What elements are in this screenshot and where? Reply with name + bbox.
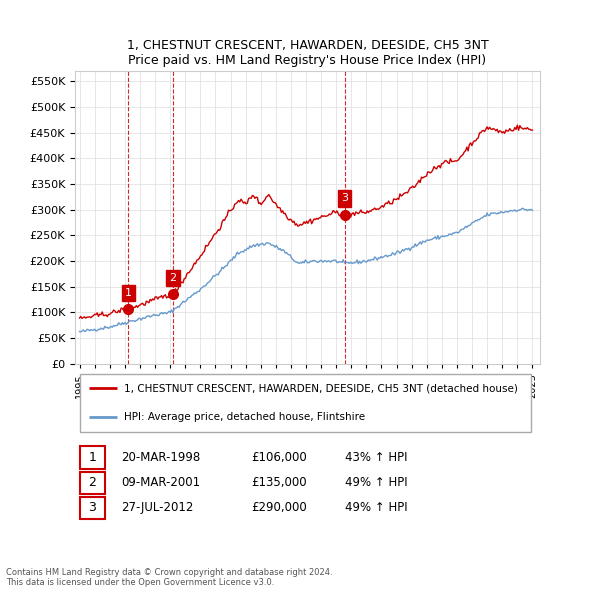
FancyBboxPatch shape xyxy=(80,373,531,431)
Text: 49% ↑ HPI: 49% ↑ HPI xyxy=(344,476,407,489)
Text: 43% ↑ HPI: 43% ↑ HPI xyxy=(344,451,407,464)
Text: 1: 1 xyxy=(89,451,97,464)
Text: 3: 3 xyxy=(89,502,97,514)
FancyBboxPatch shape xyxy=(80,471,105,494)
Text: 49% ↑ HPI: 49% ↑ HPI xyxy=(344,502,407,514)
Text: 2: 2 xyxy=(89,476,97,489)
Text: 3: 3 xyxy=(341,194,348,204)
Title: 1, CHESTNUT CRESCENT, HAWARDEN, DEESIDE, CH5 3NT
Price paid vs. HM Land Registry: 1, CHESTNUT CRESCENT, HAWARDEN, DEESIDE,… xyxy=(127,39,488,67)
Text: £135,000: £135,000 xyxy=(252,476,307,489)
Text: £290,000: £290,000 xyxy=(252,502,307,514)
Text: 27-JUL-2012: 27-JUL-2012 xyxy=(121,502,194,514)
Text: Contains HM Land Registry data © Crown copyright and database right 2024.
This d: Contains HM Land Registry data © Crown c… xyxy=(6,568,332,587)
Text: £106,000: £106,000 xyxy=(252,451,307,464)
Text: 1, CHESTNUT CRESCENT, HAWARDEN, DEESIDE, CH5 3NT (detached house): 1, CHESTNUT CRESCENT, HAWARDEN, DEESIDE,… xyxy=(124,383,518,393)
Text: 1: 1 xyxy=(125,288,131,298)
Text: 2: 2 xyxy=(169,273,176,283)
FancyBboxPatch shape xyxy=(80,447,105,469)
Text: 09-MAR-2001: 09-MAR-2001 xyxy=(121,476,200,489)
Text: HPI: Average price, detached house, Flintshire: HPI: Average price, detached house, Flin… xyxy=(124,412,365,422)
FancyBboxPatch shape xyxy=(80,497,105,519)
Text: 20-MAR-1998: 20-MAR-1998 xyxy=(121,451,201,464)
